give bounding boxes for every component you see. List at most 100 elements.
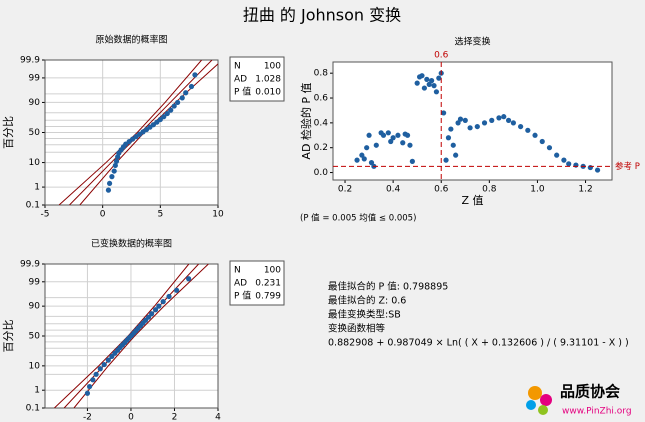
stats-label: AD [234, 75, 247, 85]
plot-content [54, 264, 209, 408]
point [90, 377, 96, 383]
point [111, 168, 117, 174]
y-tick-label: 10 [29, 361, 41, 371]
y-tick-label: 1 [34, 183, 40, 193]
point [388, 138, 394, 145]
point [462, 117, 468, 123]
point [395, 132, 401, 138]
point [510, 120, 516, 126]
point [149, 311, 155, 317]
point [539, 138, 545, 145]
point [361, 156, 367, 162]
result-line: 最佳变换类型:SB [328, 309, 401, 321]
chart-title: 原始数据的概率图 [95, 34, 167, 46]
point [364, 145, 370, 151]
point [109, 353, 115, 360]
stats-box [229, 56, 285, 102]
x-tick-label: 4 [215, 413, 221, 422]
point [474, 123, 480, 130]
logo-dot [526, 400, 536, 410]
point [443, 157, 449, 163]
y-tick-label: 90 [29, 98, 41, 108]
x-tick-label: 1.2 [578, 185, 592, 195]
plot-frame [44, 263, 219, 409]
x-tick-label: 10 [212, 210, 224, 220]
logo: 品质协会 www.PinZhi.org [526, 383, 632, 417]
result-line: 最佳拟合的 Z: 0.6 [328, 295, 406, 307]
point [188, 83, 195, 90]
point [380, 132, 387, 138]
y-tick-label: 0.8 [314, 69, 329, 79]
point [501, 114, 507, 120]
stats-label: P 值 [234, 290, 251, 302]
point [450, 142, 456, 148]
stats-box [229, 260, 285, 306]
point [448, 126, 454, 132]
point [419, 73, 425, 79]
y-tick-label: 0.1 [26, 201, 40, 211]
point [186, 276, 192, 282]
point [109, 174, 115, 180]
y-tick-label: 99.9 [20, 56, 40, 66]
point [457, 116, 464, 122]
y-tick-label: 10 [29, 158, 41, 168]
logo-url: www.PinZhi.org [562, 407, 632, 417]
ref-label: 0.6 [434, 51, 449, 61]
logo-dot [540, 394, 552, 406]
plot-content [354, 70, 601, 173]
chart-title: 已变换数据的概率图 [91, 238, 172, 250]
point [414, 80, 420, 86]
y-axis-title: 百分比 [2, 320, 15, 353]
y-tick-label: 50 [29, 128, 41, 138]
logo-dot [528, 386, 542, 400]
y-tick-label: 1 [34, 386, 40, 396]
point [409, 158, 415, 164]
point [404, 132, 411, 138]
point [175, 99, 181, 106]
x-tick-label: 0.4 [386, 185, 401, 195]
fit-line [73, 264, 209, 408]
point [354, 157, 360, 163]
point [87, 383, 93, 390]
point [467, 125, 473, 131]
point [93, 371, 99, 377]
point [183, 90, 189, 96]
point [166, 293, 172, 300]
point [192, 72, 198, 78]
point [566, 161, 572, 167]
x-tick-label: 1.0 [530, 185, 545, 195]
result-line: 最佳拟合的 P 值: 0.798895 [328, 281, 448, 293]
plot-content [58, 60, 218, 205]
x-tick-label: 0.6 [434, 185, 449, 195]
note: (P 值 = 0.005 均值 ≤ 0.005) [300, 213, 416, 224]
x-tick-label: 5 [157, 210, 163, 220]
x-tick-label: -5 [41, 210, 50, 220]
point [156, 303, 162, 309]
y-tick-label: 50 [29, 332, 41, 342]
stats-label: AD [234, 279, 247, 289]
point [505, 117, 512, 123]
point [496, 115, 502, 121]
fit-line [58, 60, 203, 205]
point [400, 140, 406, 146]
point [359, 152, 365, 158]
point [101, 361, 107, 368]
stats-value: 0.231 [255, 279, 281, 289]
x-tick-label: 2 [172, 413, 178, 422]
results: 最佳拟合的 P 值: 0.798895 最佳拟合的 Z: 0.6 最佳变换类型:… [328, 281, 629, 349]
point [546, 145, 553, 151]
y-axis-title: 百分比 [2, 116, 15, 149]
stats-value: 0.010 [255, 88, 281, 98]
point [424, 76, 430, 82]
point [518, 123, 524, 130]
page-title: 扭曲 的 Johnson 变换 [243, 6, 401, 25]
stats-label: P 值 [234, 86, 251, 98]
point [112, 162, 118, 169]
point [421, 85, 427, 91]
point [373, 142, 379, 148]
plot-frame [332, 61, 613, 181]
point [366, 132, 372, 138]
point [431, 83, 437, 89]
x-tick-label: 0.8 [482, 185, 497, 195]
